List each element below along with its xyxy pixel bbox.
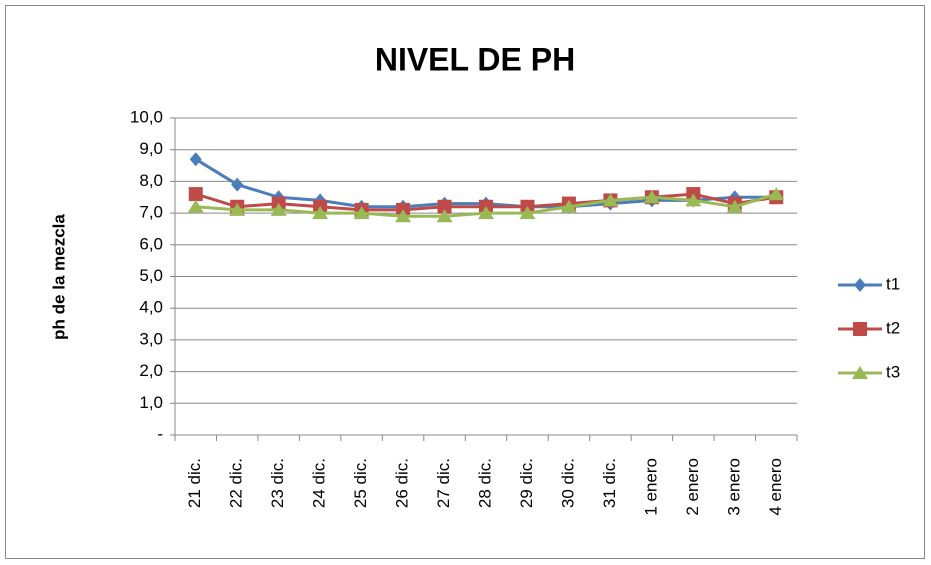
legend-label: t1: [886, 274, 900, 293]
x-tick-label: 1 enero: [641, 458, 660, 516]
data-point: [270, 202, 287, 216]
x-tick-label: 4 enero: [766, 458, 785, 516]
y-tick-label: 10,0: [130, 107, 163, 126]
y-tick-label: 3,0: [139, 329, 163, 348]
data-point: [602, 193, 619, 207]
y-tick-label: 2,0: [139, 361, 163, 380]
data-point: [437, 199, 452, 214]
data-point: [768, 187, 785, 201]
data-point: [685, 193, 702, 207]
y-tick-label: 5,0: [139, 266, 163, 285]
x-tick-label: 31 dic.: [600, 458, 619, 508]
data-point: [187, 199, 204, 213]
chart-title: NIVEL DE PH: [375, 41, 575, 77]
y-tick-label: 7,0: [139, 203, 163, 222]
x-tick-label: 28 dic.: [475, 458, 494, 508]
x-tick-label: 27 dic.: [434, 458, 453, 508]
chart-border: [5, 5, 925, 559]
x-tick-label: 24 dic.: [310, 458, 329, 508]
x-tick-label: 3 enero: [724, 458, 743, 516]
legend-marker: [852, 366, 868, 379]
x-tick-label: 29 dic.: [517, 458, 536, 508]
x-tick-label: 26 dic.: [393, 458, 412, 508]
x-tick-label: 2 enero: [683, 458, 702, 516]
y-tick-label: 6,0: [139, 234, 163, 253]
legend-label: t2: [886, 318, 900, 337]
x-tick-label: 22 dic.: [227, 458, 246, 508]
x-tick-label: 21 dic.: [185, 458, 204, 508]
y-tick-label: 9,0: [139, 139, 163, 158]
data-point: [395, 209, 412, 223]
y-tick-label: 4,0: [139, 298, 163, 317]
y-axis-label: ph de la mezcla: [49, 214, 68, 340]
data-point: [436, 209, 453, 223]
legend-marker: [854, 278, 866, 292]
data-point: [519, 206, 536, 220]
y-tick-label: 1,0: [139, 393, 163, 412]
data-point: [643, 190, 660, 204]
data-point: [189, 152, 202, 167]
data-point: [229, 202, 246, 216]
data-point: [312, 206, 329, 220]
y-tick-label: -: [157, 424, 163, 443]
data-point: [560, 199, 577, 213]
legend-label: t3: [886, 362, 900, 381]
x-tick-label: 30 dic.: [558, 458, 577, 508]
x-tick-label: 23 dic.: [268, 458, 287, 508]
data-point: [353, 206, 370, 220]
data-point: [478, 206, 494, 220]
data-point: [726, 199, 743, 213]
legend-marker: [853, 322, 867, 336]
x-tick-label: 25 dic.: [351, 458, 370, 508]
data-point: [188, 187, 203, 202]
y-tick-label: 8,0: [139, 171, 163, 190]
data-point: [231, 177, 244, 192]
